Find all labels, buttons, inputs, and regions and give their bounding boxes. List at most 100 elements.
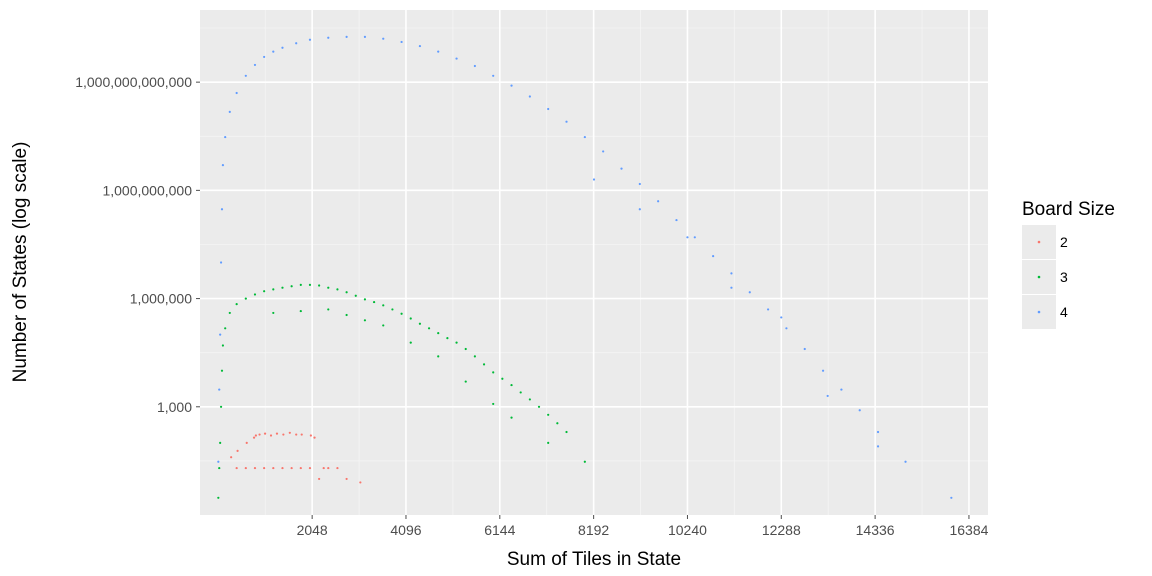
data-points [217,35,953,499]
data-point [327,466,330,470]
data-point [657,200,660,203]
y-tick-label: 1,000 [157,399,192,415]
data-point [288,431,291,434]
data-point [473,355,476,358]
legend-item-4: 4 [1022,295,1068,329]
data-point [620,167,623,170]
data-point [218,388,221,391]
legend-label: 4 [1060,304,1068,320]
y-axis: 1,000 1,000,000 1,000,000,000 1,000,000,000… [75,74,200,415]
data-point [693,236,696,239]
data-point [224,327,227,330]
data-point [382,37,385,40]
x-tick-label: 16384 [949,522,988,538]
data-point [221,164,225,167]
data-point [235,303,238,306]
data-point [400,40,403,44]
data-point [254,434,257,437]
legend-label: 2 [1060,234,1068,250]
data-point [219,441,222,444]
data-point [840,388,843,391]
legend-label: 3 [1060,269,1068,285]
data-point [272,288,275,291]
data-point [363,35,367,38]
y-tick-label: 1,000,000,000 [102,182,192,198]
y-axis-title: Number of States (log scale) [10,142,31,383]
data-point [263,290,266,293]
data-point [382,304,385,307]
data-point [281,286,284,289]
legend-item-2: 2 [1022,225,1068,259]
data-point [313,436,316,439]
data-point [730,286,733,289]
data-point [510,416,513,419]
x-axis-title: Sum of Tiles in State [507,549,681,570]
data-point [766,308,770,311]
data-point [427,327,431,330]
data-point [299,466,302,470]
data-point [363,319,367,322]
data-point [464,380,467,383]
data-point [345,477,348,481]
data-point [235,466,238,470]
data-point [455,341,458,344]
legend-item-3: 3 [1022,260,1068,294]
data-point [858,409,861,412]
data-point [354,294,357,297]
data-point [446,337,449,340]
data-point [327,308,330,311]
data-point [263,432,267,435]
data-point [501,377,504,380]
data-point [950,496,953,499]
data-point [565,120,568,123]
data-point [308,466,312,470]
data-point [263,55,266,59]
data-point [345,35,348,38]
data-point [217,460,220,463]
legend-title: Board Size [1022,199,1115,220]
data-point [300,433,303,436]
data-point [363,298,367,301]
data-point [876,445,880,448]
data-point [336,466,339,470]
data-point [308,283,312,286]
data-point [263,466,266,470]
x-tick-label: 14336 [856,522,895,538]
data-point [345,313,348,317]
x-tick-label: 2048 [297,522,328,538]
data-point [565,430,568,434]
data-point [275,432,279,435]
data-point [409,317,412,320]
y-tick-label: 1,000,000,000,000 [75,74,192,90]
data-point [252,436,256,439]
series-4 [217,35,953,499]
data-point [272,466,275,470]
legend-swatch [1037,275,1041,279]
data-point [785,327,788,330]
data-point [583,135,586,139]
data-point [299,283,302,286]
data-point [492,74,495,77]
data-point [281,46,284,49]
data-point [258,433,261,436]
data-point [272,50,275,53]
data-point [299,309,302,313]
data-point [295,42,298,45]
data-point [547,413,550,416]
data-point [282,433,285,436]
data-point [780,316,783,319]
data-point [269,434,273,437]
x-tick-label: 12288 [762,522,801,538]
y-tick-label: 1,000,000 [130,291,192,307]
data-point [218,466,221,470]
data-point [803,347,806,351]
data-point [244,297,247,300]
data-point [336,288,339,291]
data-point [236,449,239,452]
gridlines [200,10,988,515]
data-point [359,481,362,484]
data-point [230,456,233,459]
data-point [308,38,312,41]
data-point [437,50,440,53]
data-point [418,44,422,48]
